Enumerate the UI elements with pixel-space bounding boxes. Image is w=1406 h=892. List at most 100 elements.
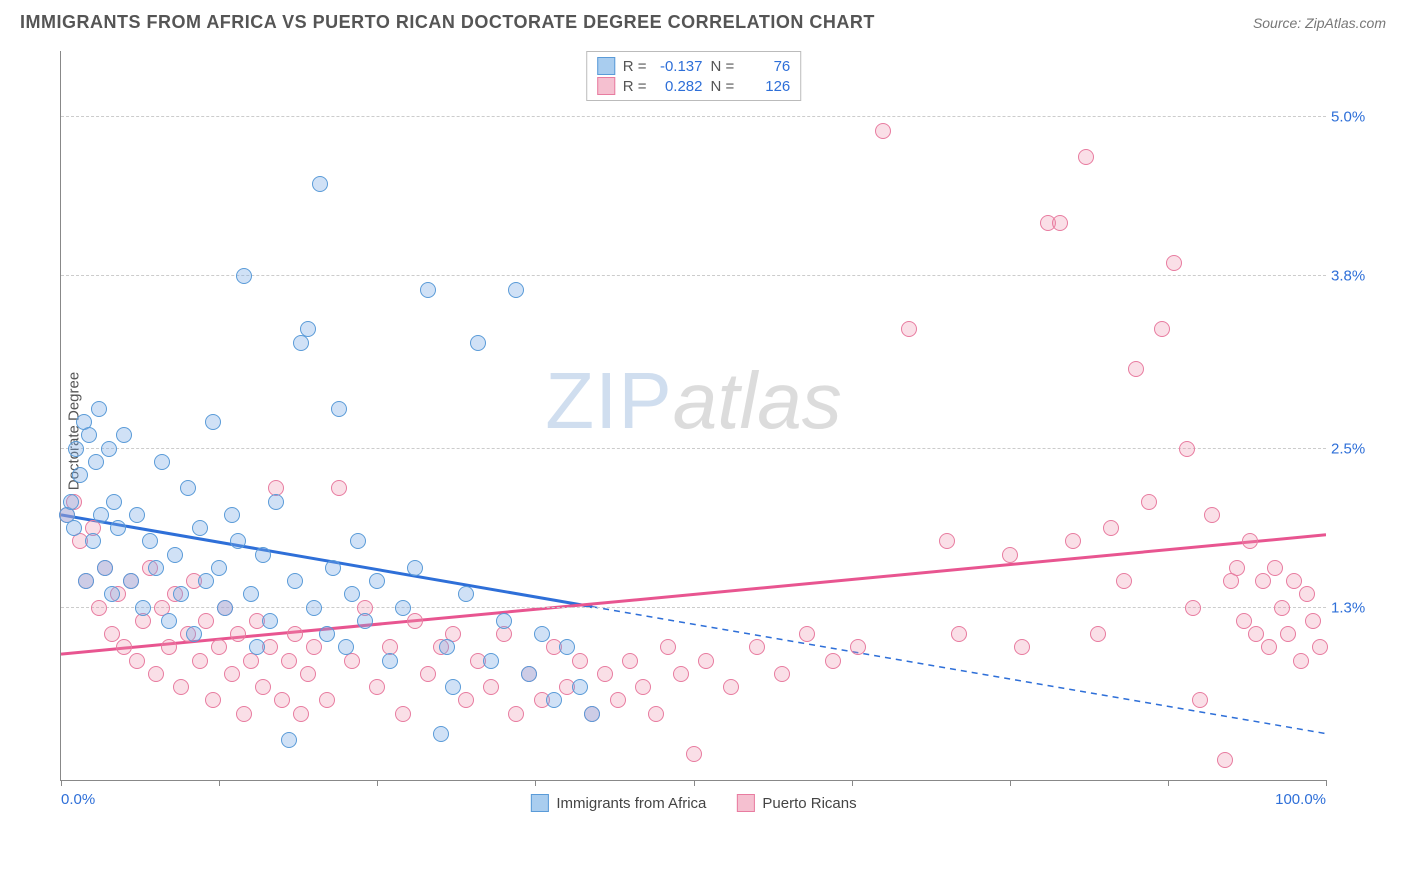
scatter-point-pr [1078,149,1094,165]
scatter-point-africa [81,427,97,443]
scatter-point-pr [293,706,309,722]
scatter-point-africa [211,560,227,576]
scatter-point-pr [483,679,499,695]
scatter-point-africa [198,573,214,589]
scatter-point-pr [622,653,638,669]
scatter-point-pr [1128,361,1144,377]
scatter-point-africa [148,560,164,576]
scatter-point-africa [205,414,221,430]
trendline-africa-solid [61,515,592,607]
ytick-label: 3.8% [1331,268,1381,285]
scatter-point-africa [91,401,107,417]
scatter-point-pr [799,626,815,642]
scatter-point-africa [116,427,132,443]
scatter-point-pr [1248,626,1264,642]
scatter-point-pr [723,679,739,695]
xtick [61,780,62,786]
source-attribution: Source: ZipAtlas.com [1253,15,1386,31]
xtick [1326,780,1327,786]
scatter-point-pr [1103,520,1119,536]
scatter-point-pr [1090,626,1106,642]
scatter-point-africa [72,467,88,483]
r-label: R = [623,58,647,75]
scatter-point-pr [198,613,214,629]
scatter-point-pr [173,679,189,695]
gridline [61,116,1326,117]
n-label: N = [711,58,735,75]
scatter-point-pr [508,706,524,722]
legend-label-pr: Puerto Ricans [762,795,856,812]
scatter-point-pr [300,666,316,682]
scatter-point-africa [255,547,271,563]
scatter-point-africa [534,626,550,642]
scatter-point-pr [274,692,290,708]
scatter-point-africa [66,520,82,536]
scatter-point-pr [901,321,917,337]
scatter-point-africa [357,613,373,629]
scatter-point-africa [483,653,499,669]
scatter-point-africa [287,573,303,589]
scatter-point-africa [325,560,341,576]
scatter-point-pr [610,692,626,708]
scatter-point-pr [148,666,164,682]
scatter-point-africa [350,533,366,549]
gridline [61,607,1326,608]
legend-item-africa: Immigrants from Africa [530,794,706,812]
n-value-pr: 126 [742,78,790,95]
xtick [535,780,536,786]
xtick [1010,780,1011,786]
scatter-point-africa [180,480,196,496]
scatter-point-africa [306,600,322,616]
stats-row-pr: R = 0.282 N = 126 [597,76,791,96]
scatter-point-pr [1286,573,1302,589]
scatter-point-africa [110,520,126,536]
scatter-point-pr [686,746,702,762]
scatter-point-pr [1305,613,1321,629]
scatter-point-africa [344,586,360,602]
r-label: R = [623,78,647,95]
scatter-point-pr [281,653,297,669]
scatter-point-pr [1274,600,1290,616]
scatter-point-africa [85,533,101,549]
scatter-point-africa [572,679,588,695]
scatter-point-pr [635,679,651,695]
scatter-point-pr [1052,215,1068,231]
scatter-point-africa [135,600,151,616]
scatter-point-pr [306,639,322,655]
scatter-point-pr [939,533,955,549]
scatter-point-pr [1002,547,1018,563]
ytick-label: 1.3% [1331,599,1381,616]
scatter-point-africa [559,639,575,655]
scatter-point-pr [319,692,335,708]
xtick-label: 0.0% [61,791,95,808]
scatter-point-africa [331,401,347,417]
scatter-point-pr [230,626,246,642]
scatter-point-africa [63,494,79,510]
scatter-point-pr [116,639,132,655]
scatter-point-pr [192,653,208,669]
scatter-point-africa [268,494,284,510]
scatter-point-pr [1192,692,1208,708]
scatter-point-pr [331,480,347,496]
xtick-label: 100.0% [1275,791,1326,808]
scatter-point-africa [186,626,202,642]
scatter-point-africa [420,282,436,298]
scatter-point-africa [584,706,600,722]
scatter-point-africa [78,573,94,589]
scatter-point-africa [106,494,122,510]
watermark: ZIPatlas [545,355,841,447]
xtick [1168,780,1169,786]
scatter-point-africa [167,547,183,563]
ytick-label: 2.5% [1331,440,1381,457]
xtick [377,780,378,786]
scatter-point-pr [951,626,967,642]
scatter-point-pr [572,653,588,669]
scatter-point-pr [673,666,689,682]
scatter-point-pr [1141,494,1157,510]
scatter-point-africa [319,626,335,642]
scatter-point-pr [1255,573,1271,589]
scatter-point-pr [1204,507,1220,523]
watermark-zip: ZIP [545,356,672,445]
scatter-point-africa [161,613,177,629]
scatter-point-pr [1014,639,1030,655]
